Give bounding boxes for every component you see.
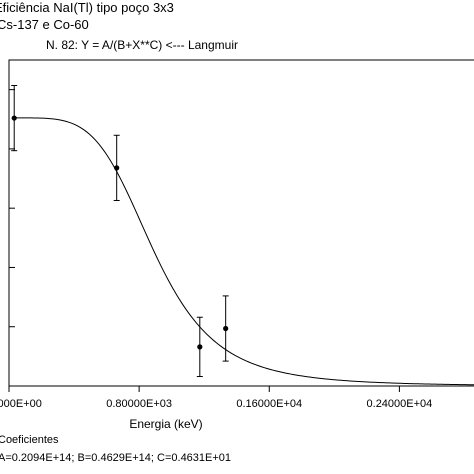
data-points [11,84,229,378]
x-tick-label-3: 0.24000E+04 [367,398,433,410]
x-axis-label: Energia (keV) [129,417,202,431]
data-point-0 [11,115,17,121]
fit-model-label: N. 82: Y = A/(B+X**C) <--- Langmuir [46,38,238,52]
plot-frame [8,59,474,387]
data-point-1 [114,165,120,171]
data-point-3 [223,325,229,332]
x-axis-ticks: 0.00000E+00 0.80000E+03 0.16000E+04 0.24000… [0,386,432,410]
chart-subtitle: Cs-137 e Co-60 [0,17,89,32]
fit-curve [14,117,474,386]
chart-title: Eficiência NaI(Tl) tipo poço 3x3 [0,0,174,15]
x-tick-label-0: 0.00000E+00 [0,398,42,410]
data-point-2 [197,344,203,350]
x-tick-label-1: 0.80000E+03 [106,398,172,410]
coefficients-values: A=0.2094E+14; B=0.4629E+14; C=0.4631E+01 [0,452,232,464]
coefficients-heading: Coeficientes [0,434,59,446]
x-tick-label-2: 0.16000E+04 [236,398,302,410]
